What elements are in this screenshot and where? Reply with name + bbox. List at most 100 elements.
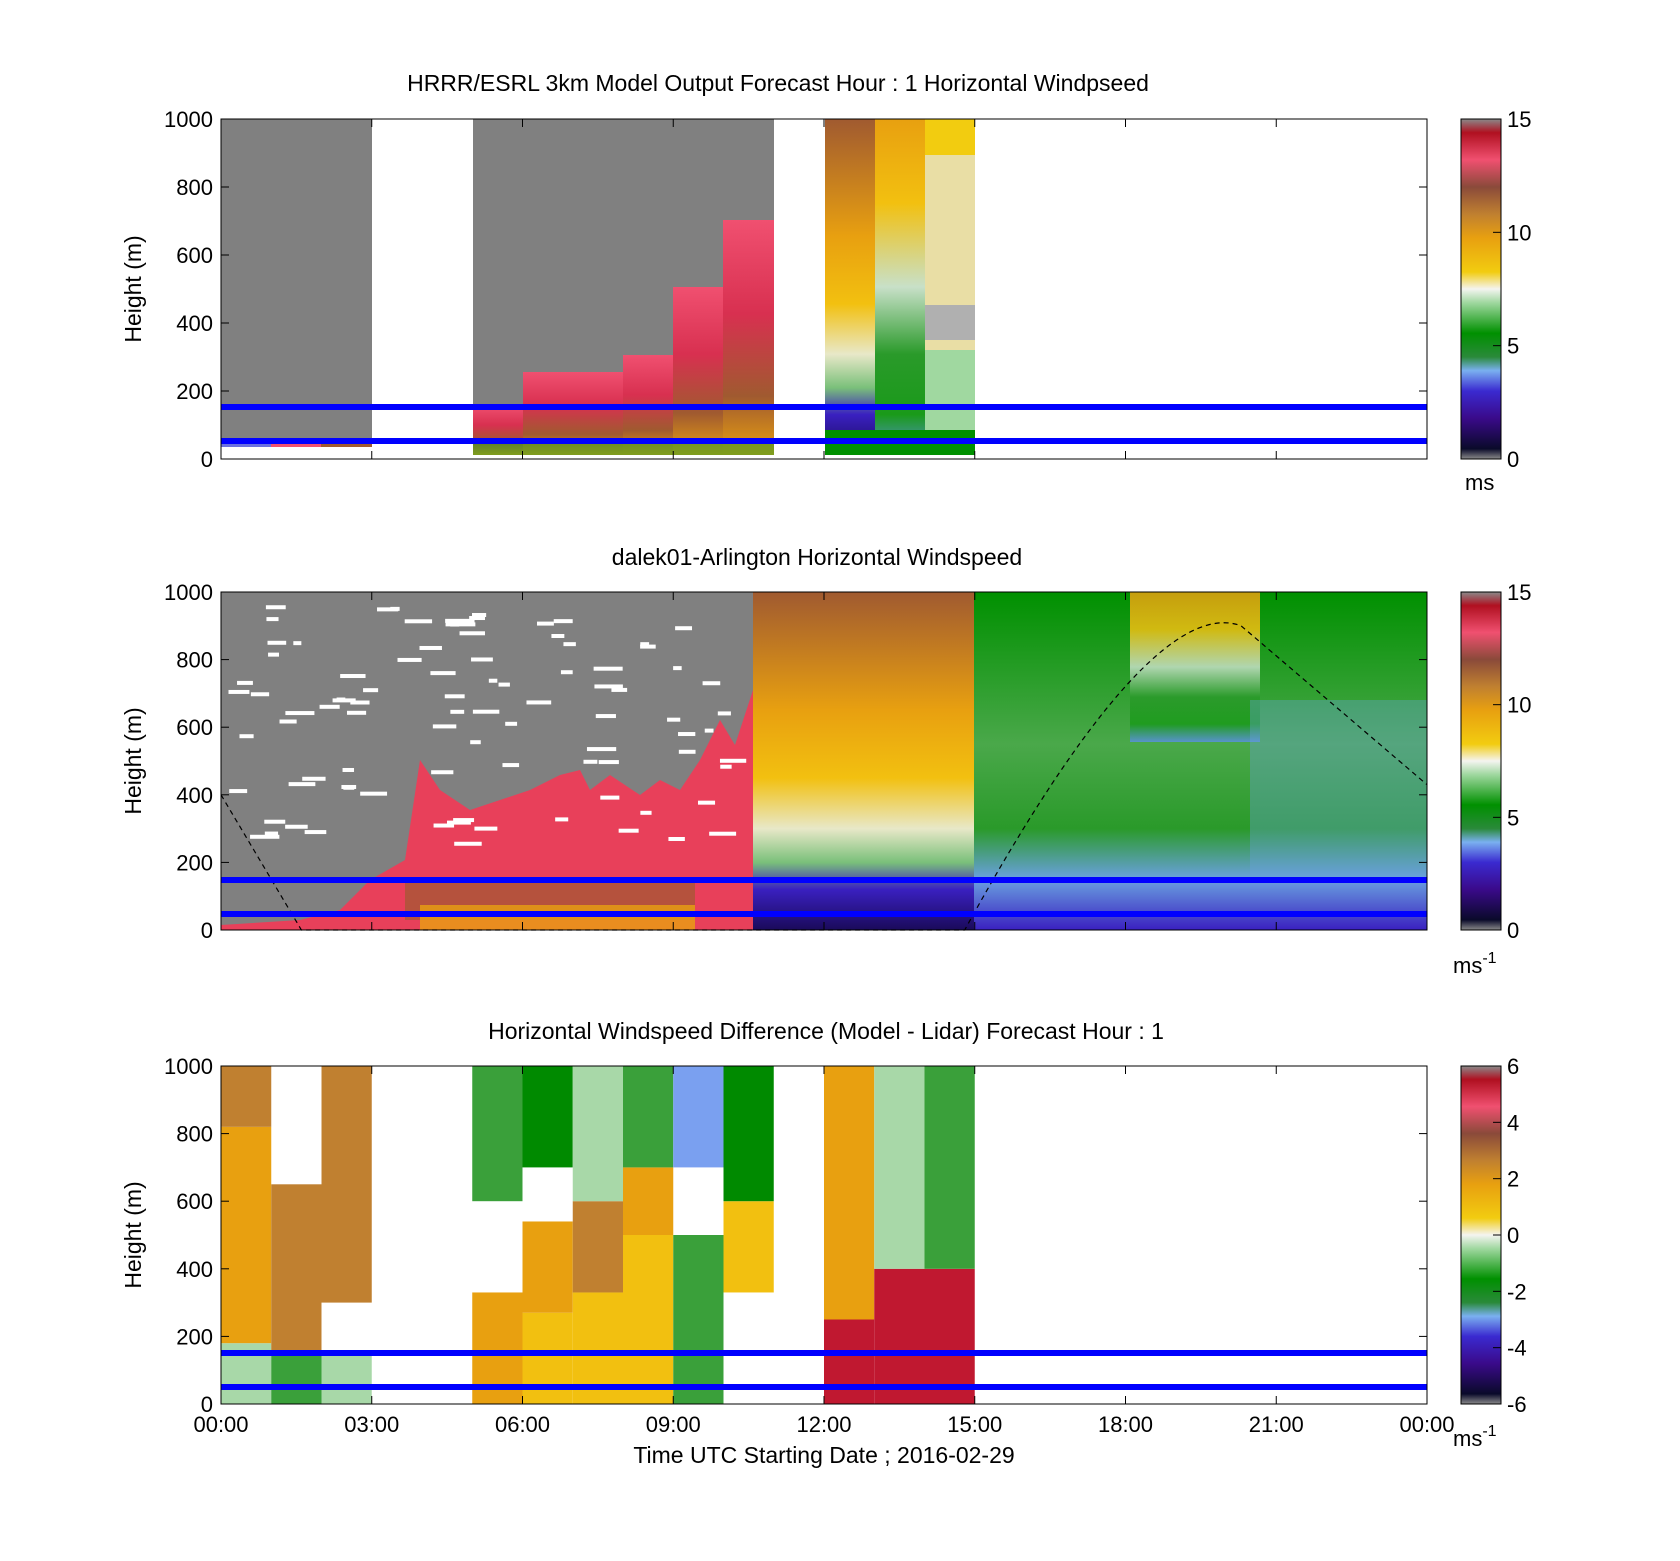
x-axis-label: Time UTC Starting Date ; 2016-02-29 [633,1442,1014,1468]
panel-difference: Horizontal Windspeed Difference (Model -… [120,1018,1527,1468]
lidar-gap [598,760,619,765]
difference-cell [572,1201,623,1293]
lidar-gap [719,758,747,763]
colorbar-tick-label: 2 [1507,1167,1519,1192]
x-tick-label: 00:00 [193,1412,248,1437]
y-tick-label: 0 [201,447,213,472]
lidar-gap [229,789,248,794]
colorbar-unit: ms-1 [1453,1423,1497,1451]
model-nodata-block [221,119,372,439]
difference-cell [221,1126,272,1344]
lidar-gap [488,678,498,683]
y-tick-label: 800 [176,648,213,673]
colorbar-tick-label: 10 [1507,220,1531,245]
lidar-gap [239,734,254,739]
lidar-gap [336,697,346,702]
lidar-gap [293,641,302,646]
colorbar-tick-label: 15 [1507,580,1531,605]
difference-cell [673,1066,724,1168]
lidar-gap [640,810,652,815]
lidar-gap [594,684,623,689]
lidar-gap [445,618,475,623]
lidar-gap [470,740,481,745]
lidar-gap [563,642,576,647]
lidar-gap [250,692,270,697]
lidar-gap [472,613,487,618]
y-tick-label: 800 [176,1122,213,1147]
lidar-gap [340,674,366,679]
lidar-gap [697,800,716,805]
lidar-gap [678,732,696,737]
colorbar-tick-label: -4 [1507,1336,1527,1361]
x-axis [220,119,1428,459]
panel-model: HRRR/ESRL 3km Model Output Forecast Hour… [120,70,1531,495]
lidar-gap [302,776,326,781]
y-tick-label: 800 [176,175,213,200]
panel-model-plot [220,118,1428,460]
colorbar-tick-label: 15 [1507,107,1531,132]
lidar-gap [341,784,357,789]
y-tick-label: 400 [176,311,213,336]
panel-model-title: HRRR/ESRL 3km Model Output Forecast Hour… [407,70,1149,96]
x-tick-label: 21:00 [1249,1412,1304,1437]
lidar-gap [717,711,731,716]
difference-cell [924,1066,975,1269]
y-tick-label: 0 [201,918,213,943]
y-tick-label: 1000 [164,580,213,605]
lidar-gap [432,724,457,729]
lidar-gap [264,831,279,836]
x-axis [220,592,1428,930]
x-tick-label: 00:00 [1399,1412,1454,1437]
lidar-gap [668,836,685,841]
lidar-gap [551,634,565,639]
panel-lidar: dalek01-Arlington Horizontal Windspeed 0… [120,544,1531,978]
y-axis-label: Height (m) [120,707,146,814]
y-axis: 0 200 400 600 800 1000 [164,580,1427,943]
lidar-gap [279,719,297,724]
x-axis: 00:00 03:00 06:00 09:00 12:00 15:00 18:00 21:00… [193,1066,1455,1437]
lidar-gap [472,709,500,714]
colorbar-tick-label: 4 [1507,1110,1519,1135]
lidar-gap [618,828,639,833]
lidar-gap [459,631,485,636]
lidar-region [1250,700,1427,880]
lidar-gap [433,823,455,828]
lidar-gap [471,657,493,662]
difference-cell [623,1235,674,1404]
difference-cell [874,1268,925,1404]
lidar-gap [505,721,518,726]
y-tick-label: 600 [176,715,213,740]
lidar-gap [640,642,650,647]
model-cell [925,305,975,340]
lidar-gap [640,644,656,649]
y-tick-label: 400 [176,783,213,808]
lidar-gap [265,605,286,610]
lidar-gap [319,704,340,709]
lidar-gap [228,689,250,694]
model-cell [673,287,723,455]
lidar-gap [709,831,737,836]
x-tick-label: 06:00 [495,1412,550,1437]
lidar-gap [593,666,623,671]
lidar-gap [595,714,616,719]
lidar-gap [285,824,308,829]
colorbar-unit: ms [1465,470,1494,495]
model-cell [825,119,875,455]
difference-cell [271,1184,322,1354]
colorbar-tick-label: 5 [1507,334,1519,359]
lidar-gap [304,830,327,835]
lidar-gap [419,645,442,650]
lidar-gap [453,818,475,823]
lidar-gap [553,619,573,624]
lidar-gap [250,834,280,839]
colorbar-tick-label: 6 [1507,1054,1519,1079]
y-tick-label: 200 [176,379,213,404]
difference-cell [522,1066,573,1168]
lidar-gap [555,817,569,822]
lidar-gap [444,694,465,699]
x-tick-label: 03:00 [344,1412,399,1437]
x-tick-label: 09:00 [646,1412,701,1437]
lidar-gap [720,764,732,769]
lidar-gap [450,709,465,714]
lidar-gap [611,687,628,692]
